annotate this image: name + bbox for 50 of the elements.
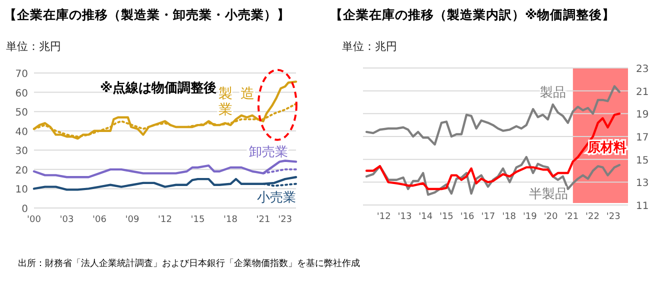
y-tick-label: 15 [636, 155, 649, 166]
chart-subtitle: 単位：兆円 [342, 40, 397, 53]
x-tick-label: '19 [522, 212, 538, 222]
x-tick-label: '14 [418, 212, 433, 222]
x-tick-label: '22 [586, 212, 600, 222]
series-label: 半製品 [529, 187, 568, 202]
x-tick-label: '03 [60, 215, 74, 225]
y-tick-label: 40 [15, 126, 28, 138]
x-tick-label: '18 [224, 215, 238, 225]
line-series [32, 160, 298, 178]
x-tick-label: '18 [502, 212, 516, 222]
y-tick-label: 20 [15, 165, 28, 176]
x-tick-label: '17 [481, 212, 496, 222]
x-tick-label: '06 [92, 215, 107, 225]
x-tick-label: '20 [544, 212, 558, 222]
y-tick-label: 23 [636, 64, 649, 75]
y-tick-label: 10 [15, 184, 28, 196]
y-tick-label: 13 [636, 178, 649, 190]
x-tick-label: '21 [256, 215, 270, 225]
y-tick-label: 11 [636, 201, 649, 212]
annotation: ※点線は物価調整後 [100, 80, 217, 96]
y-tick-label: 30 [15, 146, 28, 158]
x-tick-label: '16 [460, 212, 475, 222]
series-label: 小売業 [256, 190, 296, 206]
x-tick-label: '09 [125, 215, 140, 225]
x-tick-label: '15 [439, 212, 454, 222]
y-tick-label: 21 [636, 86, 649, 98]
x-tick-label: '23 [606, 212, 620, 222]
x-tick-label: '13 [398, 212, 412, 222]
y-tick-label: 60 [15, 88, 28, 100]
text: 出所：財務省「法人企業統計調査」および日本銀行「企業物価指数」を基に弊社作成 [18, 258, 360, 269]
x-tick-label: '12 [158, 215, 172, 225]
series-label: 製品 [540, 86, 566, 101]
chart-subtitle: 単位：兆円 [6, 40, 61, 53]
x-tick-label: '23 [278, 215, 292, 225]
y-tick-label: 19 [636, 110, 649, 121]
series-label: 原材料 [586, 140, 627, 156]
x-tick-label: '21 [564, 212, 579, 222]
chart-title: 【企業在庫の推移（製造業・卸売業・小売業）】 [4, 7, 290, 22]
y-tick-label: 0 [22, 204, 28, 215]
y-tick-label: 50 [15, 108, 28, 119]
x-tick-label: '15 [190, 215, 205, 225]
x-tick-label: '12 [376, 212, 391, 222]
y-tick-label: 70 [15, 69, 28, 80]
x-tick-label: '00 [27, 215, 42, 225]
chart-title: 【企業在庫の推移（製造業内訳）※物価調整後】 [330, 7, 616, 22]
line-series [32, 176, 298, 191]
y-tick-label: 17 [636, 132, 649, 144]
series-label: 卸売業 [249, 144, 288, 160]
series-label: 製造業 [218, 86, 262, 118]
